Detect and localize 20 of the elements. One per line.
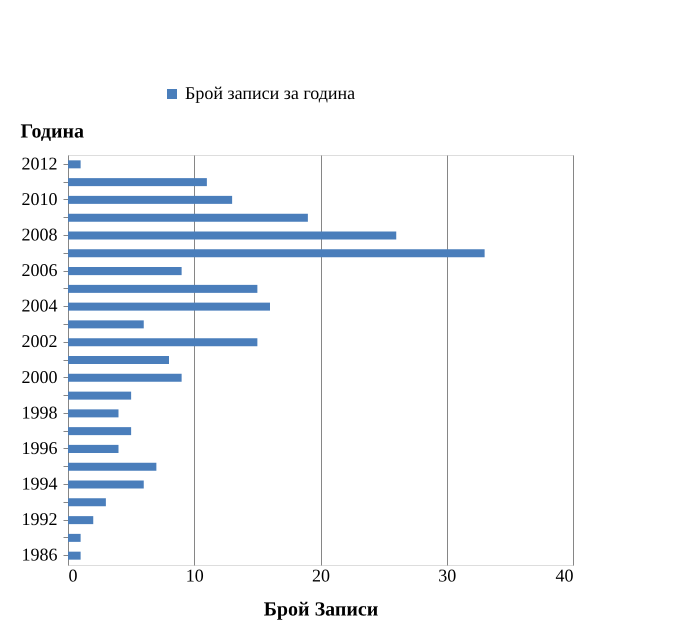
y-tick-label: 1994 bbox=[22, 474, 58, 494]
legend-label: Брой записи за година bbox=[185, 83, 356, 103]
x-tick-label: 40 bbox=[556, 566, 574, 586]
x-tick-label: 0 bbox=[68, 566, 78, 586]
x-tick-label: 20 bbox=[312, 566, 330, 586]
x-tick-label: 10 bbox=[186, 566, 204, 586]
y-tick-label: 2000 bbox=[22, 366, 58, 387]
x-tick-label: 30 bbox=[438, 566, 456, 586]
y-tick-label: 1992 bbox=[22, 509, 58, 530]
y-tick-label: 1996 bbox=[22, 438, 58, 458]
y-axis-title: Година bbox=[20, 120, 84, 142]
y-tick-label: 2012 bbox=[22, 153, 58, 174]
y-tick-label: 2008 bbox=[22, 224, 58, 244]
y-tick-label: 1998 bbox=[22, 402, 58, 422]
y-tick-label: 2006 bbox=[22, 260, 58, 280]
y-tick-label: 2010 bbox=[22, 188, 58, 209]
y-tick-label: 2004 bbox=[22, 296, 58, 316]
y-tick-label: 2002 bbox=[22, 331, 58, 352]
x-axis-title: Брой Записи bbox=[264, 598, 378, 620]
y-tick-label: 1986 bbox=[22, 544, 58, 565]
